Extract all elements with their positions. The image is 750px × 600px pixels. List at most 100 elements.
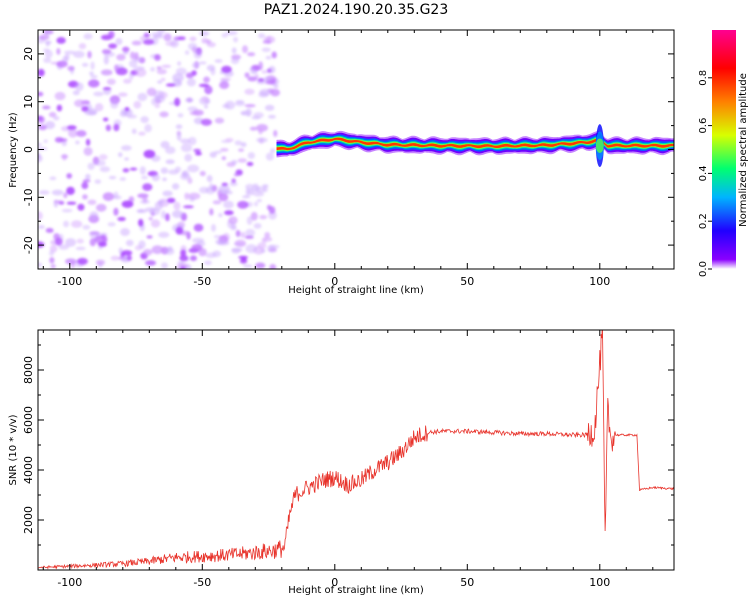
- noise-blob: [138, 218, 144, 227]
- noise-blob: [43, 57, 52, 63]
- noise-blob: [171, 210, 184, 218]
- noise-blob: [203, 76, 210, 83]
- noise-blob: [76, 238, 84, 244]
- noise-blob: [179, 266, 186, 269]
- noise-blob: [219, 81, 230, 90]
- noise-blob: [67, 129, 78, 138]
- noise-blob: [220, 147, 229, 152]
- noise-blob: [56, 60, 68, 68]
- noise-blob: [165, 213, 170, 222]
- noise-blob: [218, 185, 231, 193]
- noise-blob: [238, 148, 245, 152]
- noise-blob: [81, 105, 89, 112]
- noise-blob: [49, 257, 55, 264]
- noise-blob: [137, 92, 148, 102]
- noise-blob: [105, 124, 112, 132]
- noise-blob: [81, 181, 89, 190]
- noise-blob: [38, 91, 44, 97]
- noise-blob: [51, 189, 64, 196]
- noise-blob: [230, 57, 240, 65]
- noise-blob: [110, 255, 120, 261]
- noise-blob: [151, 245, 164, 255]
- noise-blob: [102, 117, 109, 122]
- noise-blob: [129, 51, 135, 60]
- noise-blob: [222, 103, 230, 109]
- bottom-x-tick-label: -100: [57, 576, 82, 589]
- noise-blob: [121, 250, 133, 256]
- noise-blob: [204, 104, 209, 109]
- top-y-tick-label: 10: [22, 95, 35, 109]
- noise-blob: [186, 78, 196, 87]
- noise-blob: [204, 85, 213, 95]
- top-y-tick-label: 0: [22, 146, 35, 153]
- noise-blob: [75, 140, 80, 145]
- noise-blob: [160, 167, 169, 174]
- colorbar-tick-label: 0.8: [698, 70, 709, 86]
- snr-panel: -100 -50 0 50 100 2000 4000 6000 8000 Height of…: [8, 329, 675, 596]
- noise-blob: [90, 61, 95, 70]
- noise-blob: [261, 47, 271, 52]
- heatmap-layer: [38, 30, 674, 269]
- snr-frame: [37, 329, 675, 571]
- noise-blob: [108, 30, 115, 39]
- noise-blob: [264, 104, 275, 111]
- bottom-y-tick-label: 8000: [22, 356, 35, 384]
- top-x-tick-label: -50: [193, 275, 211, 288]
- noise-blob: [164, 146, 176, 155]
- noise-blob: [45, 227, 54, 233]
- noise-blob: [187, 42, 198, 51]
- noise-blob: [193, 49, 203, 59]
- noise-blob: [124, 106, 130, 112]
- noise-blob: [234, 140, 243, 146]
- bottom-y-ticks: 2000 4000 6000 8000: [22, 344, 674, 546]
- noise-blob: [66, 125, 77, 130]
- noise-blob: [198, 83, 210, 88]
- noise-blob: [191, 243, 203, 251]
- noise-blob: [189, 36, 197, 42]
- noise-blob: [119, 177, 127, 181]
- noise-blob: [218, 212, 223, 218]
- noise-blob: [261, 237, 267, 244]
- noise-blob: [260, 249, 266, 253]
- noise-blob: [120, 228, 130, 237]
- noise-blob: [240, 142, 247, 148]
- noise-blob: [235, 230, 241, 238]
- noise-blob: [90, 75, 98, 79]
- noise-blob: [250, 70, 258, 75]
- noise-blob: [262, 185, 268, 193]
- noise-blob: [228, 216, 238, 225]
- noise-blob: [56, 37, 66, 44]
- signal-band-green: [276, 135, 674, 152]
- noise-blob: [102, 192, 115, 201]
- noise-blob: [59, 138, 68, 142]
- noise-blob: [66, 173, 73, 179]
- top-y-tick-label: 20: [22, 47, 35, 61]
- noise-blob: [255, 262, 266, 269]
- noise-blob: [143, 32, 150, 38]
- noise-blob: [151, 173, 160, 182]
- colorbar-tick-label: 0.6: [698, 118, 709, 134]
- top-x-axis-label: Height of straight line (km): [288, 285, 424, 296]
- noise-blob: [94, 160, 106, 167]
- noise-blob: [125, 239, 134, 247]
- noise-blob: [268, 65, 276, 74]
- noise-blob: [54, 91, 66, 101]
- noise-blob: [187, 164, 200, 173]
- noise-blob: [82, 224, 91, 230]
- noise-blob: [163, 33, 172, 42]
- noise-blob: [225, 137, 234, 142]
- noise-blob: [144, 207, 157, 212]
- noise-blob: [151, 98, 157, 106]
- noise-blob: [113, 207, 119, 216]
- noise-blob: [72, 90, 80, 96]
- noise-blob: [99, 232, 108, 236]
- top-x-tick-label: 0: [331, 275, 338, 288]
- noise-blob: [251, 185, 260, 192]
- noise-blob: [189, 111, 199, 116]
- noise-blob: [267, 244, 276, 253]
- noise-blob: [221, 156, 226, 161]
- noise-blob: [231, 248, 241, 254]
- noise-blob: [176, 132, 182, 141]
- noise-blob: [113, 123, 120, 132]
